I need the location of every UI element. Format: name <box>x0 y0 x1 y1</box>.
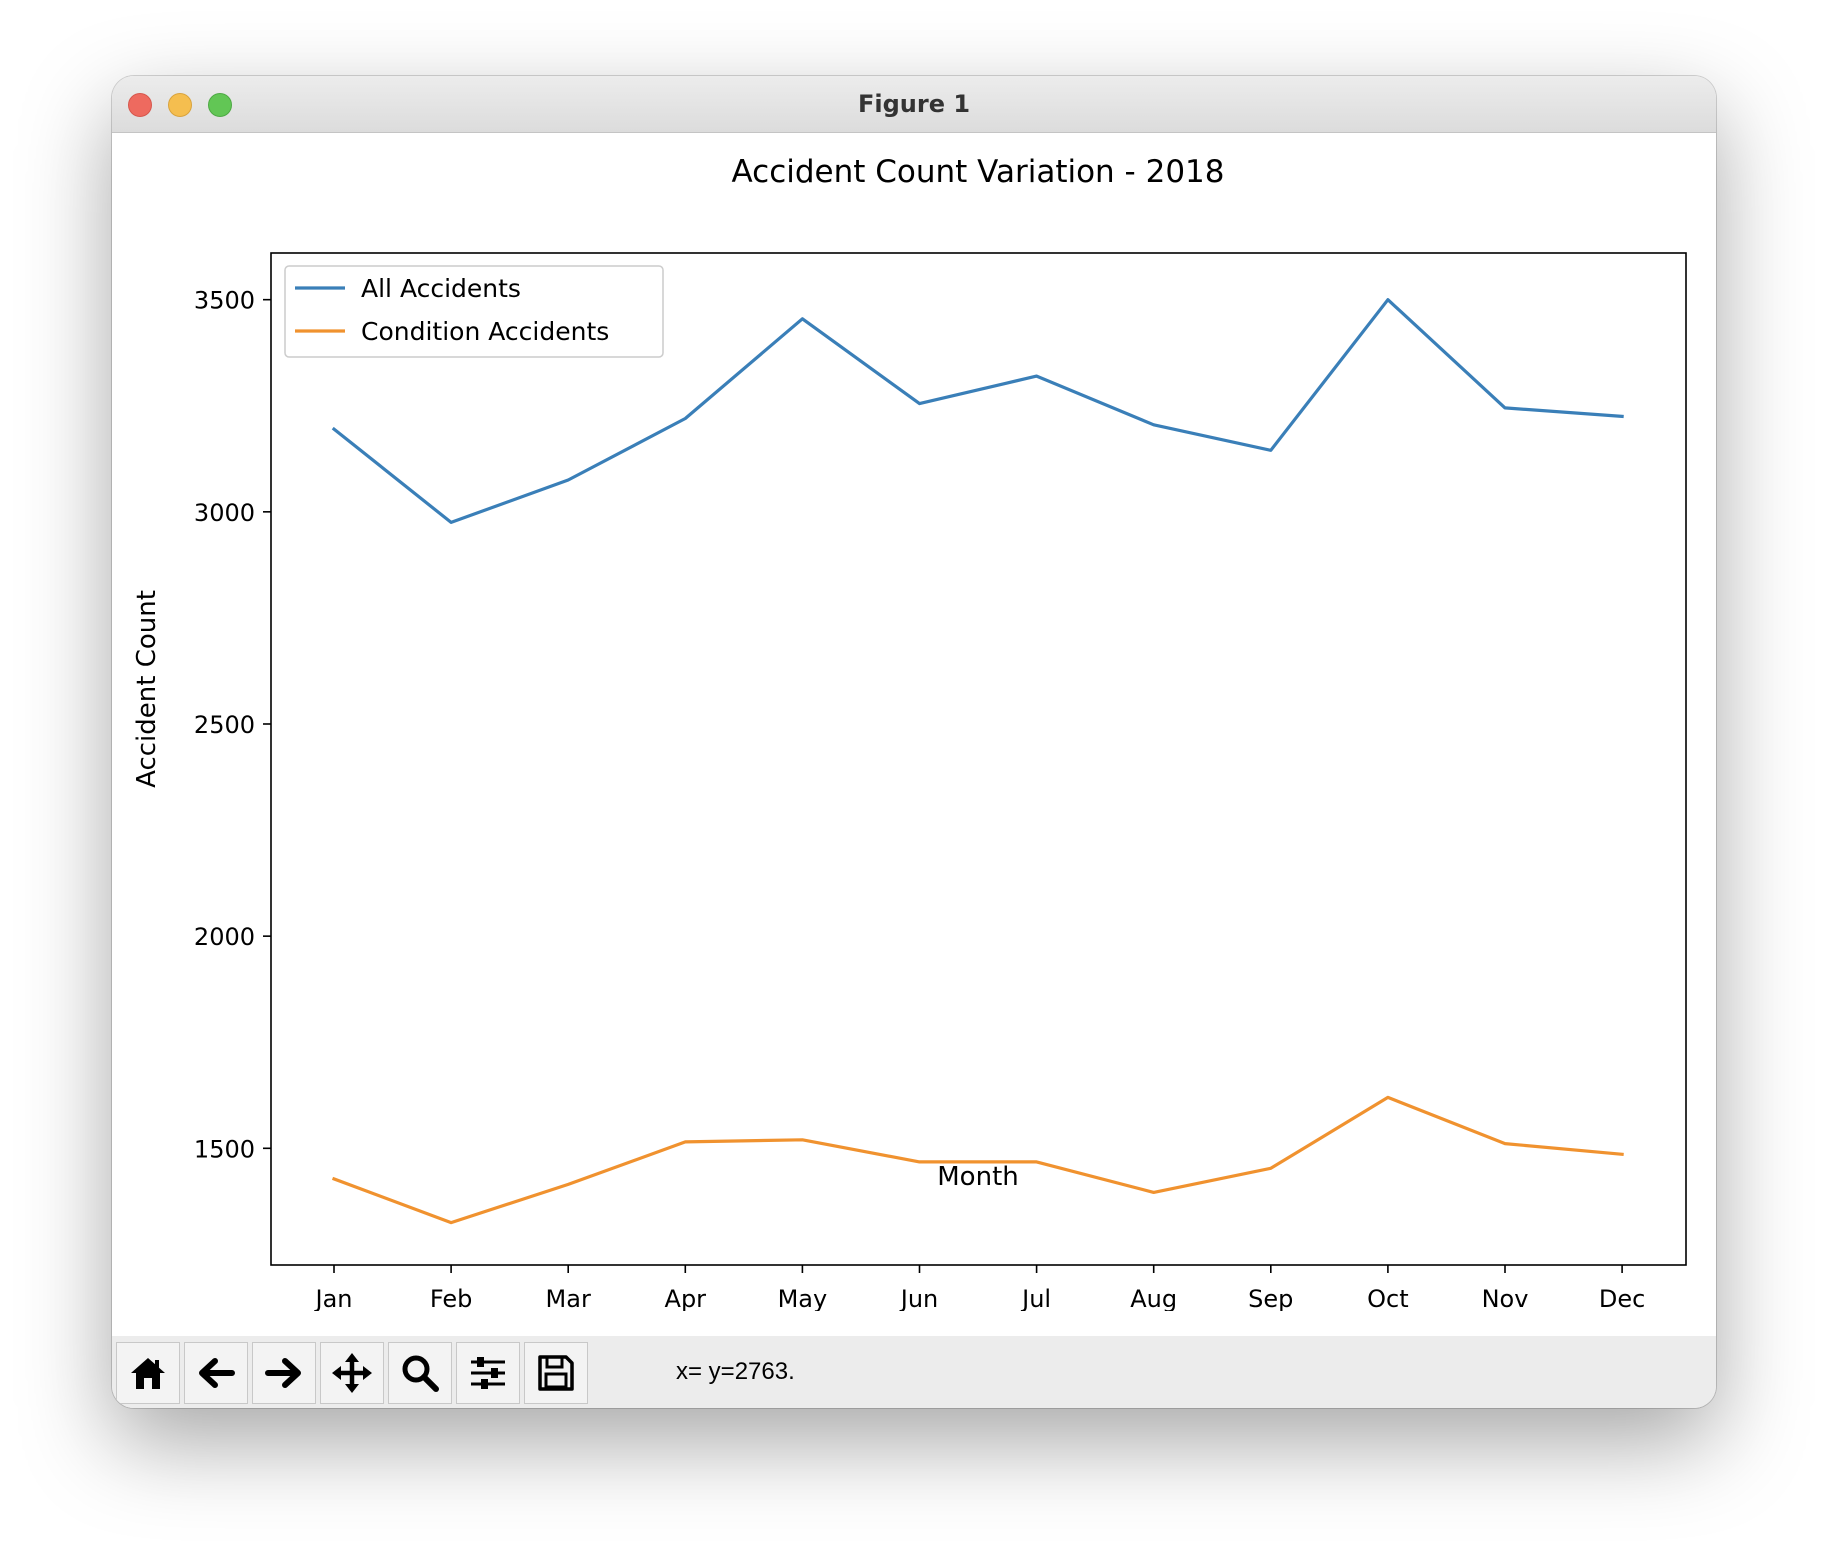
x-tick-label: Feb <box>430 1285 473 1311</box>
configure-subplots-button[interactable] <box>456 1342 520 1404</box>
series-line-condition-accidents <box>331 1095 1624 1225</box>
window-title: Figure 1 <box>857 90 971 118</box>
save-button[interactable] <box>524 1342 588 1404</box>
series-line-all-accidents <box>331 298 1624 524</box>
y-tick-label: 2000 <box>194 923 255 951</box>
x-tick-label: May <box>778 1285 828 1311</box>
cursor-coordinates: x= y=2763. <box>676 1358 795 1385</box>
x-tick-label: Nov <box>1482 1285 1529 1311</box>
y-tick-label: 1500 <box>194 1135 255 1163</box>
x-tick-label: Dec <box>1599 1285 1645 1311</box>
legend-label: All Accidents <box>361 274 521 303</box>
magnifier-icon <box>402 1355 439 1392</box>
line-chart[interactable]: Accident Count Variation - 2018 Accident… <box>112 133 1716 1313</box>
legend <box>284 265 664 358</box>
figure-window: Figure 1 Accident Count Variation - 2018… <box>112 76 1716 1408</box>
figure-canvas[interactable]: Accident Count Variation - 2018 Accident… <box>112 133 1716 1313</box>
close-window-button[interactable] <box>128 93 152 117</box>
x-tick-label: Oct <box>1367 1285 1409 1311</box>
arrow-left-icon <box>199 1358 235 1388</box>
home-button[interactable] <box>116 1342 180 1404</box>
sliders-icon <box>471 1357 505 1389</box>
minimize-window-button[interactable] <box>168 93 192 117</box>
zoom-button[interactable] <box>388 1342 452 1404</box>
x-tick-label: Aug <box>1130 1285 1177 1311</box>
forward-button[interactable] <box>252 1342 316 1404</box>
x-tick-label: Sep <box>1248 1285 1293 1311</box>
y-tick-label: 2500 <box>194 711 255 739</box>
plot-layer: 1500 2000 2500 3000 3500 Jan Feb Mar Apr May Jun Ju… <box>194 252 1687 1313</box>
floppy-disk-icon <box>538 1355 574 1391</box>
y-tick-label: 3000 <box>194 499 255 527</box>
maximize-window-button[interactable] <box>208 93 232 117</box>
x-tick-label: Apr <box>665 1285 707 1311</box>
y-axis-label: Accident Count <box>132 590 162 788</box>
x-tick-label: Mar <box>546 1285 591 1311</box>
move-icon <box>332 1353 372 1393</box>
plot-frame <box>270 252 1687 1266</box>
navigation-toolbar: x= y=2763. <box>112 1336 1716 1408</box>
x-tick-label: Jun <box>899 1285 939 1311</box>
x-tick-label: Jul <box>1020 1285 1051 1311</box>
home-icon <box>131 1358 165 1389</box>
y-tick-label: 3500 <box>194 287 255 315</box>
chart-title: Accident Count Variation - 2018 <box>731 154 1224 190</box>
back-button[interactable] <box>184 1342 248 1404</box>
title-bar[interactable]: Figure 1 <box>112 76 1716 133</box>
pan-button[interactable] <box>320 1342 384 1404</box>
legend-label: Condition Accidents <box>361 317 609 346</box>
x-axis-label: Month <box>937 1162 1019 1192</box>
arrow-right-icon <box>265 1358 301 1388</box>
x-tick-label: Jan <box>314 1285 353 1311</box>
